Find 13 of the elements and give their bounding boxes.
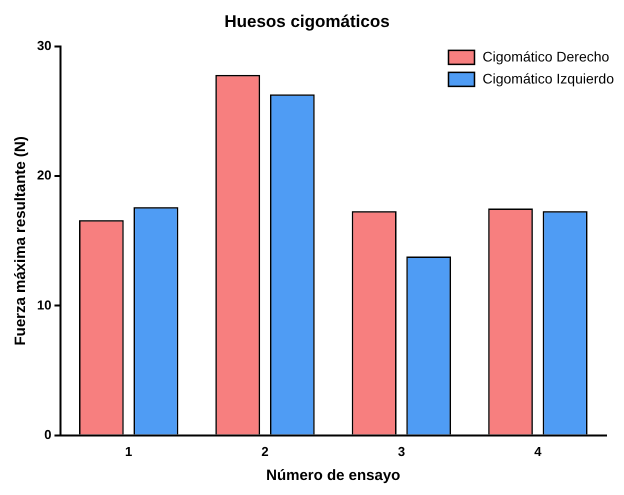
y-tick-label: 20 [36, 168, 52, 183]
x-tick-label: 1 [125, 444, 132, 459]
legend-label: Cigomático Derecho [482, 48, 610, 64]
x-axis-title: Número de ensayo [266, 467, 400, 484]
legend-label: Cigomático Izquierdo [482, 70, 614, 86]
chart-title: Huesos cigomáticos [224, 12, 390, 31]
y-tick-label: 0 [44, 426, 52, 442]
x-tick-label: 4 [534, 444, 542, 459]
x-tick-label: 2 [261, 444, 269, 459]
y-tick-label: 30 [36, 38, 52, 53]
x-tick-label: 3 [398, 444, 406, 459]
y-axis-title: Fuerza máxima resultante (N) [12, 136, 30, 346]
y-tick-label: 10 [36, 297, 52, 312]
